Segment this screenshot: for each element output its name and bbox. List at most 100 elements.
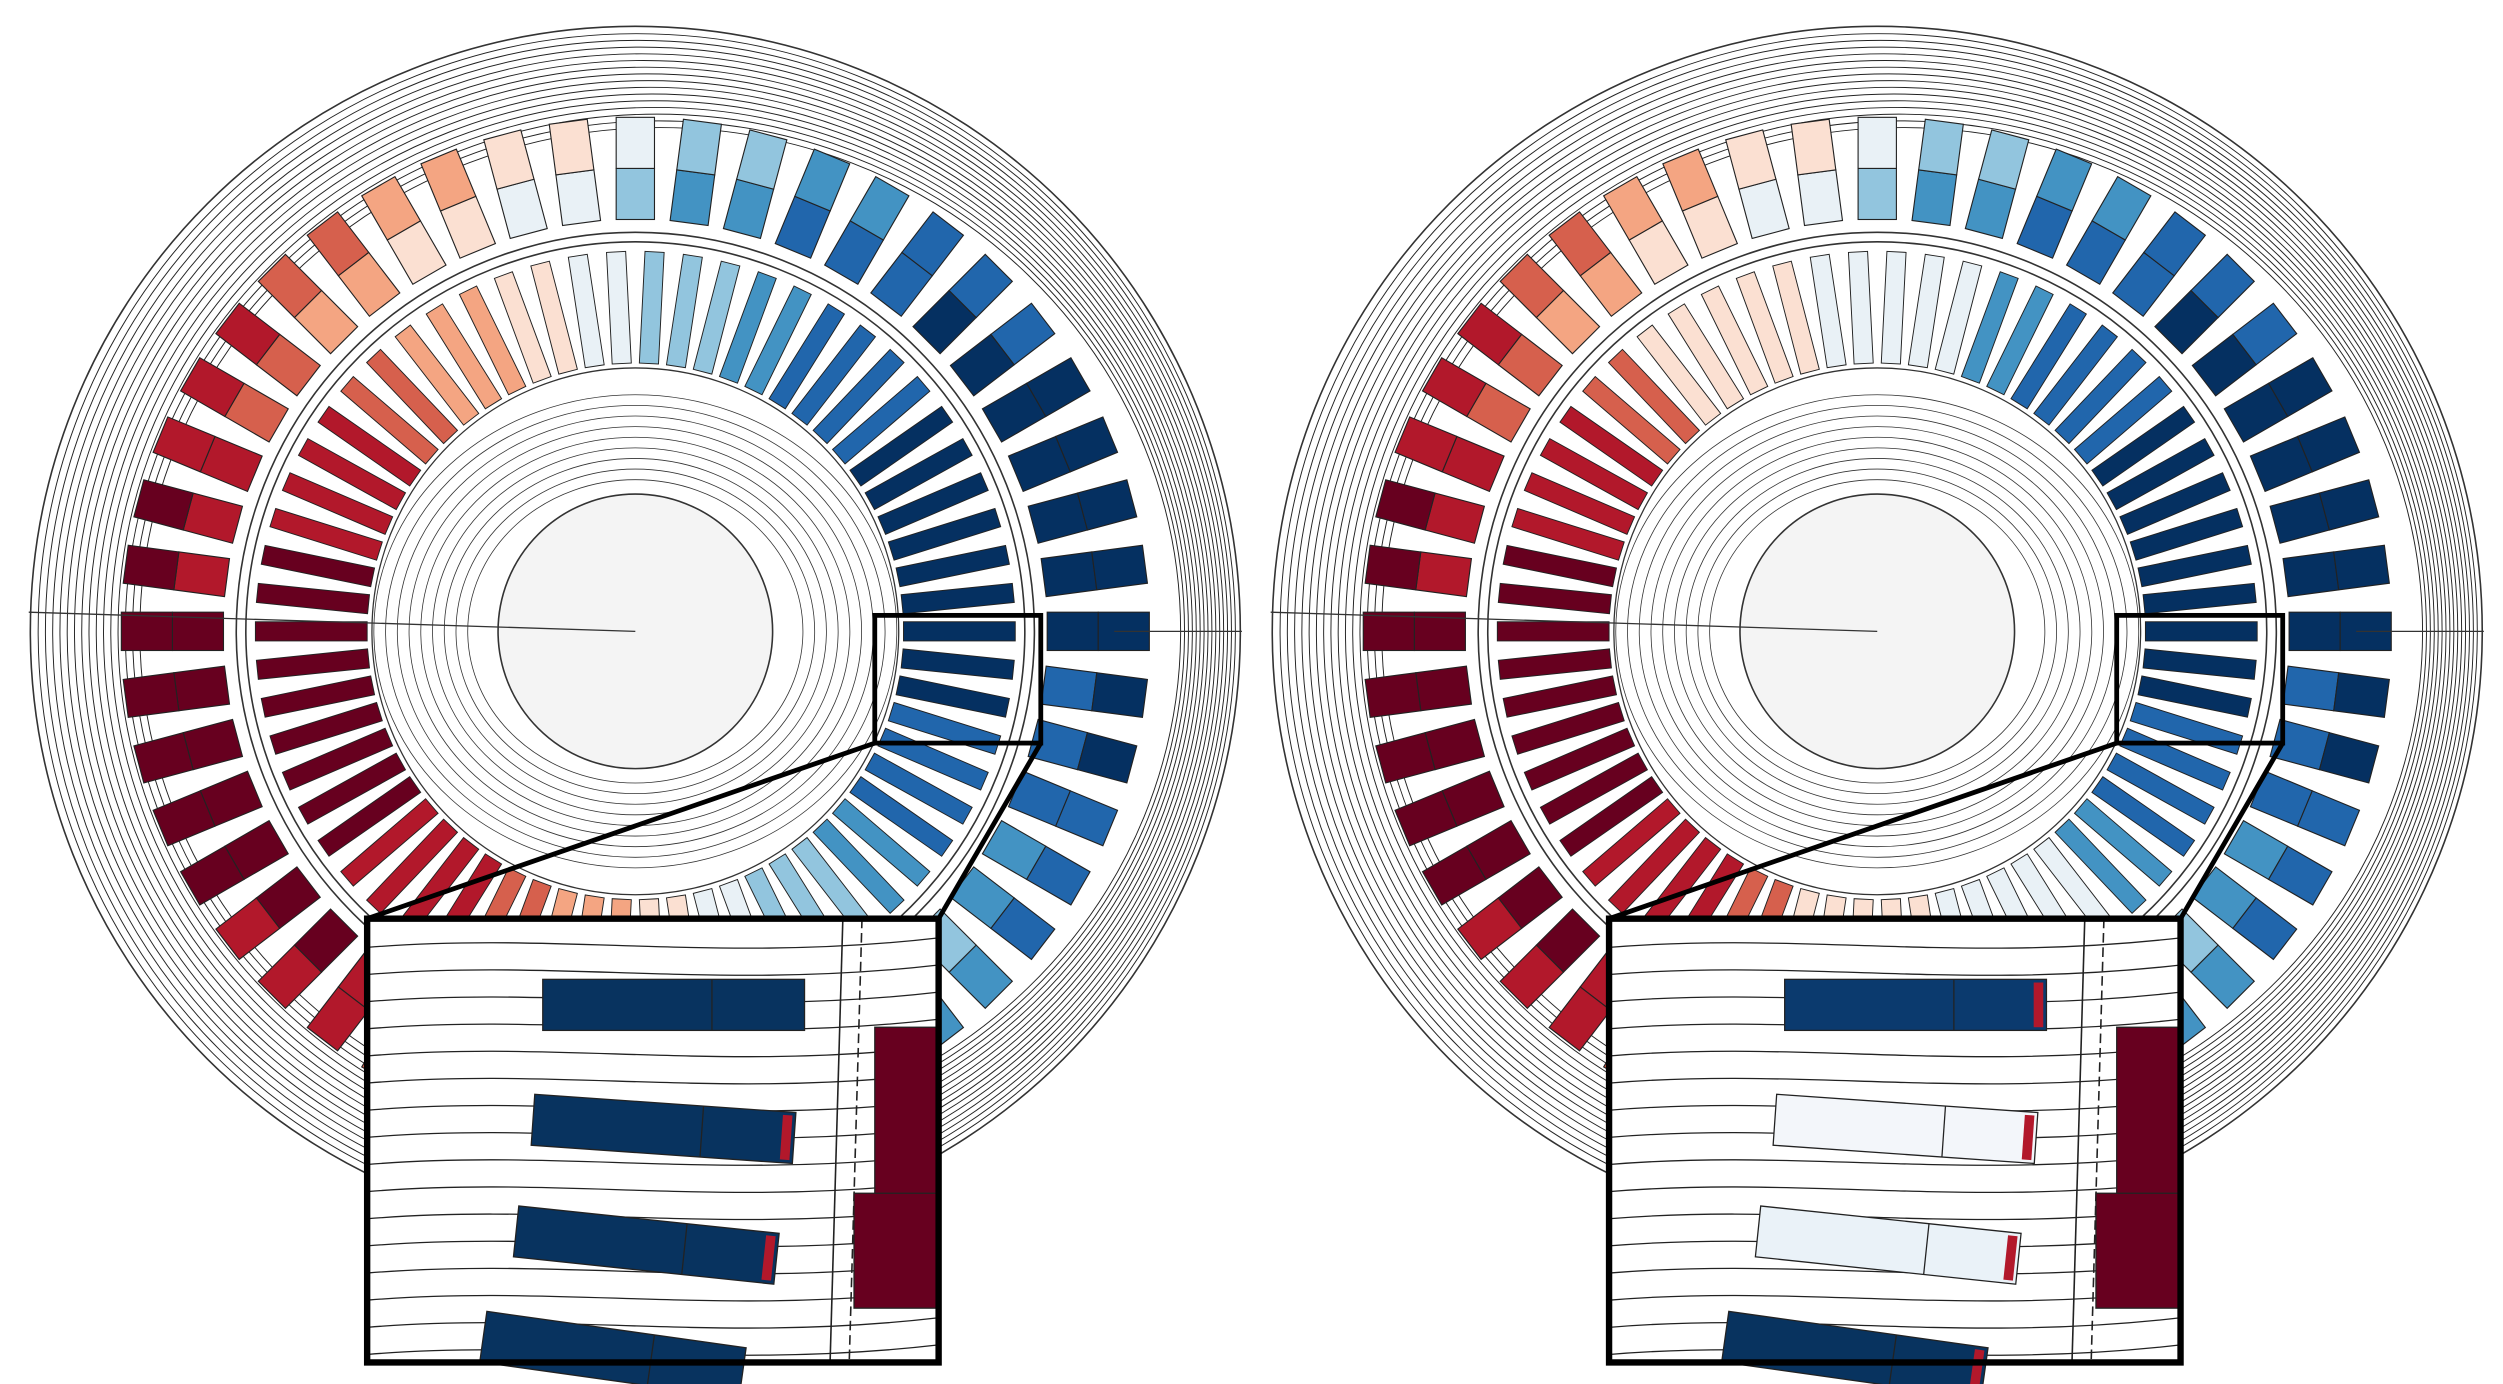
- coil-outer: [1375, 731, 1436, 784]
- rotor-bar: [260, 544, 376, 588]
- coil-outer: [1725, 129, 1777, 190]
- inset-bar: [1772, 1093, 2039, 1165]
- rotor-bar: [887, 507, 1002, 561]
- bar: [530, 260, 578, 375]
- rotor-bar: [1497, 648, 1612, 680]
- coil-outer: [948, 944, 1014, 1010]
- stator-slot: [1027, 718, 1138, 784]
- bar: [1511, 701, 1625, 755]
- rotor-bar: [260, 675, 376, 718]
- stator-slot: [870, 211, 965, 318]
- stator-slot: [548, 118, 602, 227]
- rotor-bar: [1735, 271, 1794, 384]
- rotor-bar: [493, 271, 552, 384]
- reference-line: [1270, 611, 1878, 632]
- coil-outer: [1025, 356, 1091, 418]
- bar-edge: [2003, 1235, 2018, 1281]
- bar: [1607, 348, 1701, 445]
- bar-divider: [1923, 1223, 1930, 1275]
- rotor-bar: [1559, 776, 1664, 857]
- stator-slot: [823, 175, 910, 286]
- bar: [317, 776, 422, 857]
- stator-slot: [1662, 148, 1739, 259]
- stator-slot: [1790, 118, 1844, 227]
- flux-line: [1627, 404, 2128, 858]
- bar: [1636, 324, 1722, 426]
- rotor-bar: [2142, 648, 2257, 680]
- rotor-bar: [791, 324, 877, 426]
- stator-slot: [1362, 611, 1466, 652]
- coil-inner: [1046, 611, 1099, 652]
- coil-outer: [2232, 302, 2298, 366]
- stator-slot: [912, 253, 1014, 355]
- flux-line: [367, 1072, 939, 1085]
- rotor-bar: [2091, 776, 2196, 857]
- stator-slot: [1007, 416, 1119, 493]
- rotor-bar: [1809, 253, 1847, 369]
- bar: [297, 437, 407, 511]
- stator-slot: [1421, 356, 1531, 443]
- bar: [1539, 752, 1649, 825]
- coil-outer: [1977, 129, 2030, 190]
- gap-line: [2071, 918, 2086, 1363]
- coil-outer: [306, 986, 370, 1052]
- bar: [665, 253, 703, 369]
- rotor-bar: [1880, 250, 1907, 365]
- coil-outer: [1662, 148, 1719, 212]
- coil-outer: [133, 731, 194, 784]
- coil-outer: [2190, 253, 2256, 319]
- rotor-bar: [895, 544, 1010, 588]
- bar: [1880, 250, 1907, 365]
- coil-outer: [1421, 356, 1487, 418]
- rotor-bar: [903, 621, 1016, 642]
- rotor-bar: [1559, 405, 1664, 487]
- bar: [281, 472, 394, 536]
- stator-slot: [1911, 118, 1964, 227]
- bar: [768, 303, 846, 410]
- flux-line: [467, 479, 804, 784]
- coil-outer: [179, 845, 245, 906]
- zoom-box: [2114, 612, 2286, 746]
- stator-slot: [2269, 479, 2380, 544]
- bar: [2137, 544, 2252, 588]
- bar: [2033, 324, 2119, 426]
- coil-outer: [1548, 986, 1612, 1052]
- rotor-bar: [317, 405, 422, 487]
- coil-outer: [122, 544, 180, 591]
- bar: [887, 507, 1002, 561]
- flux-line: [1609, 1072, 2181, 1085]
- coil-outer: [152, 416, 216, 473]
- flux-line: [455, 468, 816, 795]
- rotor-bar: [1986, 285, 2054, 396]
- stator-slot: [1499, 253, 1601, 355]
- bar: [2142, 648, 2257, 680]
- coil-inner: [1857, 167, 1897, 221]
- bar: [895, 544, 1010, 588]
- flux-line: [1650, 426, 2104, 837]
- bar: [1523, 727, 1636, 791]
- coil-outer: [901, 211, 965, 277]
- rotor-bar: [269, 507, 383, 561]
- coil-outer: [1790, 118, 1837, 176]
- stator-slot: [981, 819, 1091, 906]
- coil-outer: [120, 611, 173, 652]
- rotor-bar: [900, 582, 1015, 615]
- stator-slot: [949, 302, 1056, 397]
- flux-line: [408, 426, 863, 837]
- rotor-bar: [297, 752, 407, 825]
- bar: [744, 285, 812, 396]
- coil-outer: [1548, 211, 1612, 277]
- coil-outer: [179, 356, 245, 418]
- rotor-bar: [1607, 818, 1701, 914]
- rotor-bar: [1960, 271, 2019, 384]
- rotor-bar: [2137, 544, 2252, 588]
- bar: [1582, 798, 1681, 887]
- rotor-bar: [831, 798, 931, 887]
- bar: [900, 648, 1015, 680]
- bar-edge: [761, 1235, 776, 1281]
- bar: [297, 752, 407, 825]
- coil-outer: [2296, 416, 2361, 473]
- stator-slot: [1007, 770, 1119, 847]
- rotor-bar: [394, 324, 480, 426]
